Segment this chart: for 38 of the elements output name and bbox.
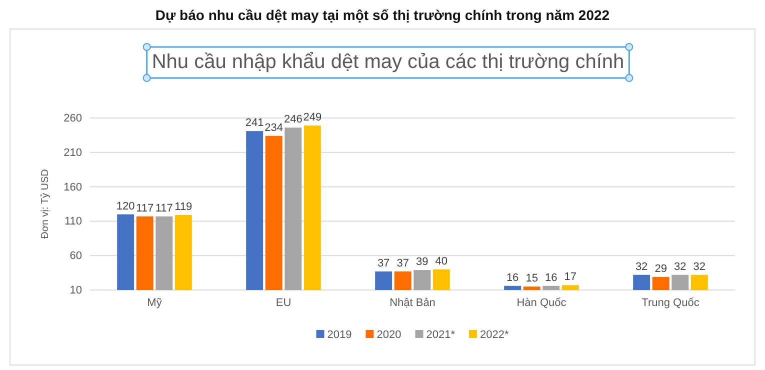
data-label: 234 xyxy=(264,122,284,134)
data-label: 40 xyxy=(435,255,448,268)
y-tick-label: 10 xyxy=(70,284,82,297)
chart-title: Dự báo nhu cầu dệt may tại một số thị trường chính trong năm 2022 xyxy=(155,7,610,23)
data-label: 16 xyxy=(506,272,519,284)
data-label: 29 xyxy=(654,262,667,275)
data-label: 39 xyxy=(416,256,428,268)
y-tick-label: 160 xyxy=(64,181,82,194)
data-label: 37 xyxy=(396,257,409,270)
data-label: 15 xyxy=(526,272,538,285)
data-label: 32 xyxy=(635,260,648,273)
data-label: 117 xyxy=(155,202,173,214)
x-tick-label: Mỹ xyxy=(147,296,162,309)
data-label: 32 xyxy=(693,260,706,273)
data-label: 117 xyxy=(136,202,154,214)
legend-label: 2019 xyxy=(327,329,352,341)
legend-label: 2020 xyxy=(376,329,402,341)
y-tick-label: 210 xyxy=(64,146,82,159)
data-label: 119 xyxy=(174,201,192,214)
y-tick-label: 60 xyxy=(70,250,82,262)
x-tick-label: Nhật Bản xyxy=(390,296,436,309)
y-tick-label: 260 xyxy=(64,112,82,125)
data-label: 32 xyxy=(674,260,686,273)
data-label: 16 xyxy=(545,272,558,284)
data-label: 120 xyxy=(116,200,135,212)
data-label: 241 xyxy=(245,117,264,130)
x-tick-label: EU xyxy=(276,296,292,309)
data-label: 246 xyxy=(284,114,302,126)
legend-label: 2021* xyxy=(426,329,456,341)
data-label: 249 xyxy=(303,112,322,124)
x-tick-label: Trung Quốc xyxy=(642,296,700,309)
x-tick-label: Hàn Quốc xyxy=(516,296,567,309)
legend-label: 2022* xyxy=(480,329,510,341)
chart-subtitle: Nhu cầu nhập khẩu dệt may của các thị trường chính xyxy=(152,51,624,73)
y-tick-label: 110 xyxy=(64,216,82,228)
y-axis-title: Đơn vị: Tỷ USD xyxy=(40,169,51,239)
data-label: 17 xyxy=(564,271,577,284)
data-label: 37 xyxy=(377,257,390,270)
